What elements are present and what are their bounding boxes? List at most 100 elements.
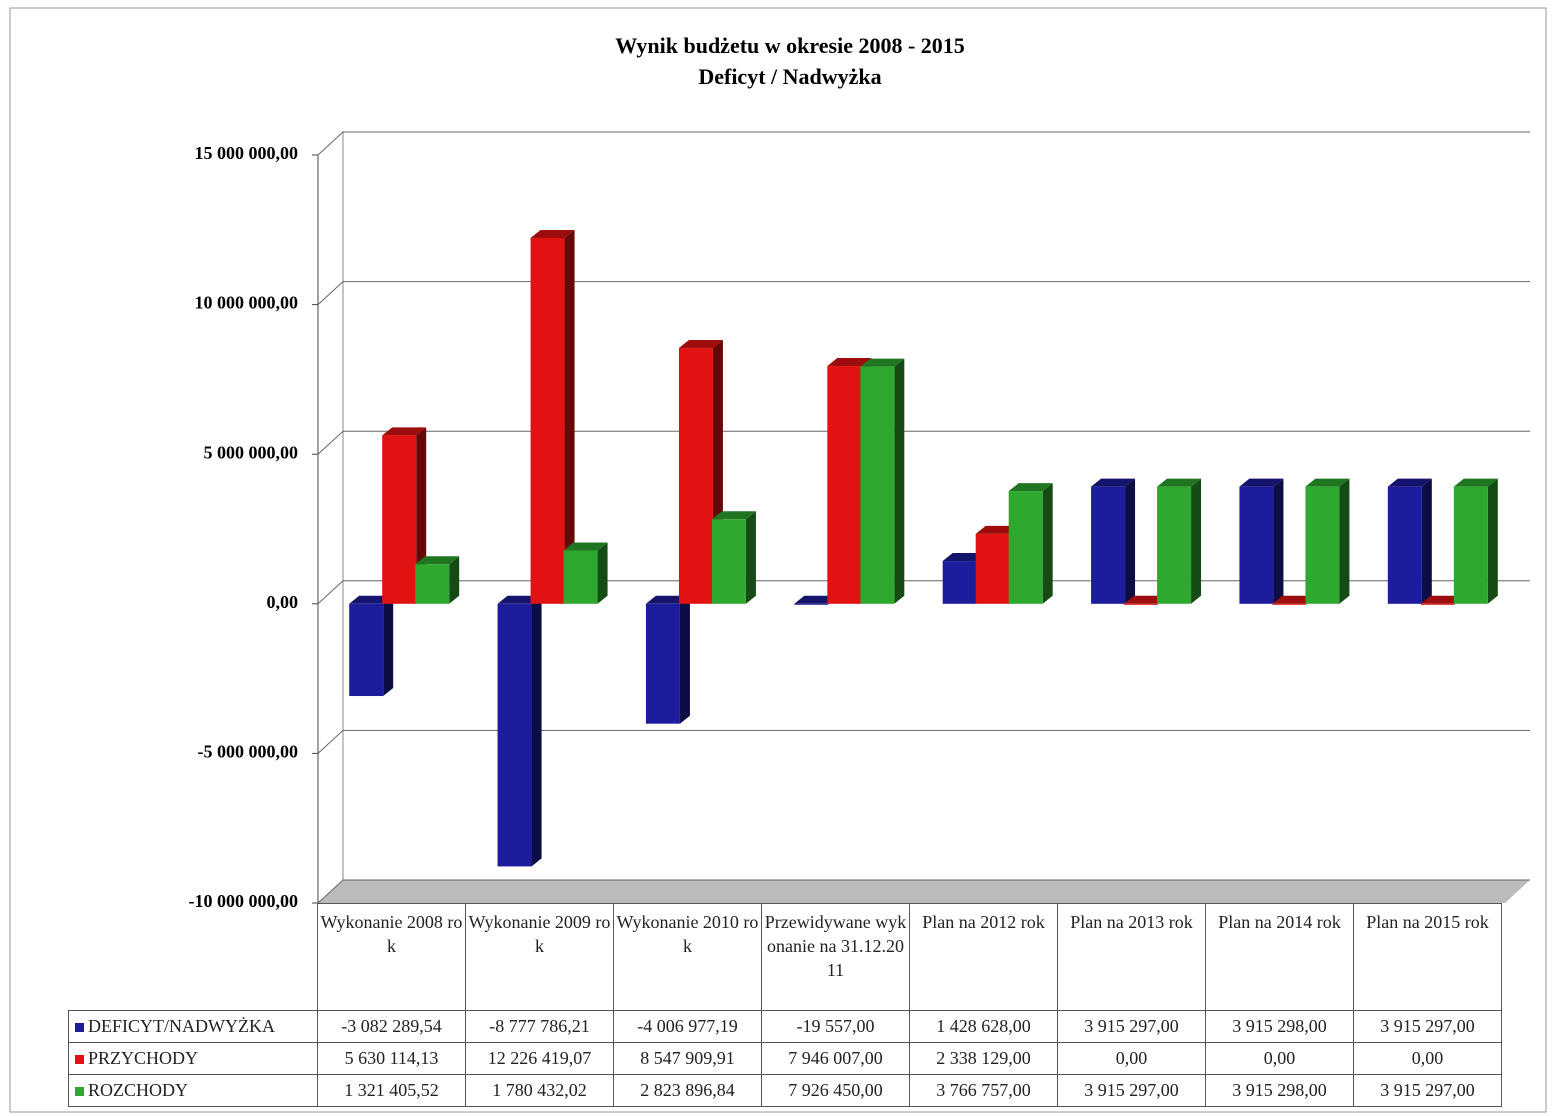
value-cell: 1 780 432,02 bbox=[465, 1074, 614, 1107]
bar-front bbox=[645, 603, 680, 724]
bar-front bbox=[1420, 603, 1455, 605]
bar-front bbox=[1453, 486, 1488, 604]
bar-top bbox=[1387, 478, 1432, 487]
x-tick-label: Wykonanie 2008 rok bbox=[317, 903, 466, 1011]
bar bbox=[1157, 478, 1202, 604]
bar bbox=[711, 511, 756, 604]
value-cell: 7 946 007,00 bbox=[761, 1042, 910, 1075]
bar-side bbox=[679, 595, 690, 724]
bar bbox=[645, 595, 690, 724]
floor bbox=[318, 880, 1530, 903]
bar-top bbox=[415, 556, 460, 565]
bar-side bbox=[1125, 478, 1136, 604]
value-cell: 5 630 114,13 bbox=[317, 1042, 466, 1075]
x-tick-label: Plan na 2012 rok bbox=[909, 903, 1058, 1011]
bar-front bbox=[1091, 486, 1126, 604]
bar bbox=[530, 229, 575, 604]
bar-front bbox=[827, 366, 862, 604]
chart-title: Wynik budżetu w okresie 2008 - 2015 bbox=[615, 33, 965, 58]
x-tick-label: Plan na 2014 rok bbox=[1205, 903, 1354, 1011]
bar-top bbox=[1239, 478, 1284, 487]
value-cell: 7 926 450,00 bbox=[761, 1074, 910, 1107]
bar-front bbox=[1272, 603, 1307, 605]
legend-swatch bbox=[75, 1023, 84, 1032]
bar-top bbox=[827, 358, 872, 367]
bar-front bbox=[678, 348, 713, 604]
bar-top bbox=[711, 511, 756, 520]
legend-cell: DEFICYT/NADWYŻKA bbox=[68, 1010, 318, 1043]
bar-front bbox=[1008, 491, 1043, 604]
bar-front bbox=[1124, 603, 1159, 605]
bar-top bbox=[1157, 478, 1202, 487]
bar bbox=[563, 542, 608, 604]
blank-cell bbox=[68, 903, 318, 1011]
bar-top bbox=[1305, 478, 1350, 487]
data-row: PRZYCHODY 5 630 114,13 12 226 419,07 8 547 … bbox=[68, 1042, 1502, 1075]
bar-side bbox=[1487, 478, 1498, 604]
bar-side bbox=[383, 595, 394, 697]
y-tick-label: 15 000 000,00 bbox=[195, 143, 299, 163]
value-cell: -4 006 977,19 bbox=[613, 1010, 762, 1043]
x-tick-label: Wykonanie 2009 rok bbox=[465, 903, 614, 1011]
data-row: DEFICYT/NADWYŻKA -3 082 289,54 -8 777 786,… bbox=[68, 1010, 1502, 1043]
value-cell: 0,00 bbox=[1353, 1042, 1502, 1075]
grid-line bbox=[317, 879, 1530, 904]
bar bbox=[860, 358, 905, 604]
value-cell: -8 777 786,21 bbox=[465, 1010, 614, 1043]
bar-front bbox=[711, 519, 746, 604]
bar-front bbox=[563, 550, 598, 604]
value-cell: 2 338 129,00 bbox=[909, 1042, 1058, 1075]
legend-cell: ROZCHODY bbox=[68, 1074, 318, 1107]
header-row: Wykonanie 2008 rok Wykonanie 2009 rok Wyko… bbox=[68, 903, 1502, 1011]
legend-cell: PRZYCHODY bbox=[68, 1042, 318, 1075]
legend-swatch bbox=[75, 1087, 84, 1096]
bar bbox=[1453, 478, 1498, 604]
value-cell: 3 766 757,00 bbox=[909, 1074, 1058, 1107]
bar-front bbox=[1239, 486, 1274, 604]
bar-side bbox=[597, 542, 608, 604]
bar-front bbox=[530, 237, 565, 604]
bar bbox=[1387, 478, 1432, 604]
bar-front bbox=[975, 533, 1010, 604]
grid-line bbox=[317, 430, 1530, 455]
x-tick-label: Plan na 2015 rok bbox=[1353, 903, 1502, 1011]
value-cell: -19 557,00 bbox=[761, 1010, 910, 1043]
value-cell: 1 428 628,00 bbox=[909, 1010, 1058, 1043]
bar bbox=[415, 556, 460, 604]
bar-front bbox=[497, 603, 532, 867]
grid-line bbox=[317, 281, 1530, 305]
y-tick-label: -5 000 000,00 bbox=[198, 742, 299, 762]
y-tick-label: 10 000 000,00 bbox=[195, 293, 299, 313]
legend-label: PRZYCHODY bbox=[88, 1048, 199, 1068]
grid-line bbox=[317, 729, 1530, 754]
bar-front bbox=[382, 435, 417, 604]
value-cell: 8 547 909,91 bbox=[613, 1042, 762, 1075]
x-tick-label: Wykonanie 2010 rok bbox=[613, 903, 762, 1011]
grid-line bbox=[317, 131, 1530, 156]
bar-front bbox=[1157, 486, 1192, 604]
x-tick-label: Plan na 2013 rok bbox=[1057, 903, 1206, 1011]
value-cell: 2 823 896,84 bbox=[613, 1074, 762, 1107]
bar-front bbox=[860, 366, 895, 604]
bar-front bbox=[1387, 486, 1422, 604]
bar-side bbox=[564, 229, 575, 604]
bar bbox=[349, 595, 394, 697]
value-cell: 1 321 405,52 bbox=[317, 1074, 466, 1107]
value-cell: 3 915 297,00 bbox=[1057, 1010, 1206, 1043]
bar-top bbox=[860, 358, 905, 367]
bar-side bbox=[449, 556, 460, 604]
bar-top bbox=[1453, 478, 1498, 487]
bar-side bbox=[531, 595, 542, 867]
bar bbox=[1305, 478, 1350, 604]
legend-label: DEFICYT/NADWYŻKA bbox=[88, 1016, 275, 1036]
chart-subtitle: Deficyt / Nadwyżka bbox=[698, 64, 881, 89]
bar-side bbox=[1042, 483, 1053, 604]
bar-side bbox=[1421, 478, 1432, 604]
legend-swatch bbox=[75, 1055, 84, 1064]
bar-side bbox=[1339, 478, 1350, 604]
y-tick-label: 0,00 bbox=[267, 592, 299, 612]
bar-top bbox=[530, 229, 575, 238]
bar-top bbox=[382, 427, 427, 436]
y-tick-label: 5 000 000,00 bbox=[204, 442, 299, 462]
